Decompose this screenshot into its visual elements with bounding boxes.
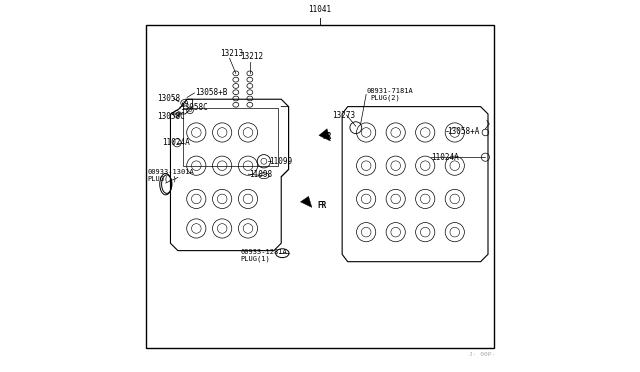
Text: 13213: 13213: [220, 48, 243, 58]
Text: 13058+B: 13058+B: [195, 89, 228, 97]
Polygon shape: [319, 129, 330, 141]
Text: 11024A: 11024A: [431, 153, 460, 162]
Text: PLUG(1): PLUG(1): [241, 255, 270, 262]
Text: PLUG(1): PLUG(1): [148, 175, 177, 182]
Text: 11024A: 11024A: [162, 138, 189, 147]
Text: 13273: 13273: [332, 110, 355, 120]
Text: 13058: 13058: [157, 94, 180, 103]
Text: 08931-7181A: 08931-7181A: [366, 88, 413, 94]
Text: 00933-1301A: 00933-1301A: [148, 169, 195, 175]
Text: 00933-1281A: 00933-1281A: [241, 249, 287, 255]
Text: 11098: 11098: [249, 170, 272, 179]
FancyBboxPatch shape: [147, 25, 493, 349]
Text: 13212: 13212: [241, 52, 264, 61]
Text: PLUG(2): PLUG(2): [371, 94, 401, 101]
Text: 13058+A: 13058+A: [447, 127, 479, 136]
Text: 13058C: 13058C: [180, 103, 208, 112]
Text: FR: FR: [323, 132, 332, 141]
Text: 13058C: 13058C: [157, 112, 186, 121]
Text: 11099: 11099: [269, 157, 292, 166]
Text: 11041: 11041: [308, 5, 332, 14]
Text: J· 00P·: J· 00P·: [469, 352, 495, 357]
Polygon shape: [300, 196, 312, 208]
Text: FR: FR: [317, 201, 326, 210]
